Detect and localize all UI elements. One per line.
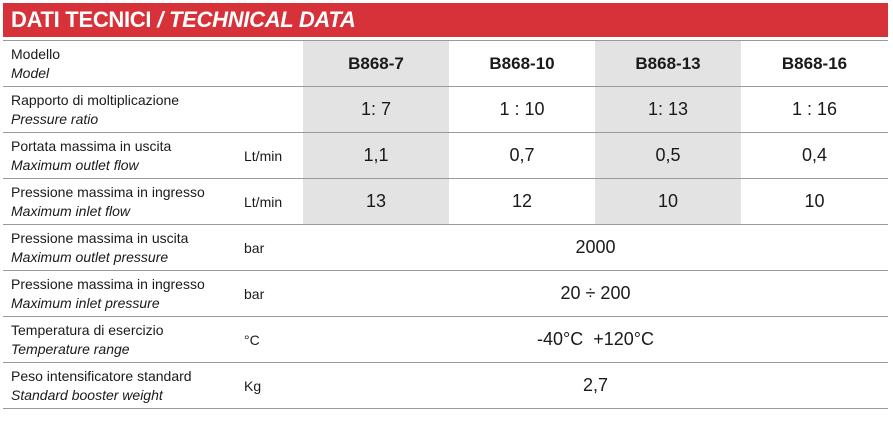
unit-cell: Lt/min xyxy=(238,178,303,225)
table-row-temperature: Temperatura di esercizio Temperature ran… xyxy=(3,316,888,363)
model-header-b868-16: B868-16 xyxy=(741,40,888,87)
spec-table: Modello Model B868-7 B868-10 B868-13 B86… xyxy=(3,40,888,409)
unit-cell: bar xyxy=(238,224,303,271)
title-english: TECHNICAL DATA xyxy=(169,7,356,32)
unit-cell: °C xyxy=(238,316,303,363)
row-label: Pressione massima in ingresso Maximum in… xyxy=(3,270,238,317)
value-cell: 13 xyxy=(303,178,449,225)
value-cell-shared: 2000 xyxy=(303,224,888,271)
title-banner: DATI TECNICI / TECHNICAL DATA xyxy=(3,3,888,37)
label-italian: Pressione massima in uscita xyxy=(11,229,189,246)
label-italian: Pressione massima in ingresso xyxy=(11,183,205,200)
table-row-outlet-pressure: Pressione massima in uscita Maximum outl… xyxy=(3,224,888,271)
unit-cell: Kg xyxy=(238,362,303,409)
label-english: Maximum outlet flow xyxy=(11,156,139,173)
value-cell: 0,4 xyxy=(741,132,888,179)
model-header-b868-10: B868-10 xyxy=(449,40,595,87)
row-label: Peso intensificatore standard Standard b… xyxy=(3,362,238,409)
label-italian: Peso intensificatore standard xyxy=(11,367,192,384)
label-italian: Modello xyxy=(11,45,61,62)
value-cell: 10 xyxy=(741,178,888,225)
label-italian: Portata massima in uscita xyxy=(11,137,172,154)
label-english: Model xyxy=(11,64,50,81)
value-cell: 1: 13 xyxy=(595,86,741,133)
value-cell-shared: 20 ÷ 200 xyxy=(303,270,888,317)
model-header-b868-13: B868-13 xyxy=(595,40,741,87)
table-row-pressure-ratio: Rapporto di moltiplicazione Pressure rat… xyxy=(3,86,888,133)
table-row-inlet-pressure: Pressione massima in ingresso Maximum in… xyxy=(3,270,888,317)
label-english: Maximum outlet pressure xyxy=(11,248,169,265)
model-header-b868-7: B868-7 xyxy=(303,40,449,87)
label-english: Temperature range xyxy=(11,340,130,357)
title-italian: DATI TECNICI xyxy=(11,7,152,32)
value-cell-shared: -40°C +120°C xyxy=(303,316,888,363)
title-separator: / xyxy=(157,7,164,32)
value-cell: 0,7 xyxy=(449,132,595,179)
table-row-weight: Peso intensificatore standard Standard b… xyxy=(3,362,888,409)
unit-cell: Lt/min xyxy=(238,132,303,179)
unit-cell: bar xyxy=(238,270,303,317)
label-english: Maximum inlet pressure xyxy=(11,294,160,311)
row-label: Temperatura di esercizio Temperature ran… xyxy=(3,316,238,363)
value-cell: 1 : 10 xyxy=(449,86,595,133)
label-english: Standard booster weight xyxy=(11,386,163,403)
value-cell: 10 xyxy=(595,178,741,225)
value-cell: 1 : 16 xyxy=(741,86,888,133)
table-row-inlet-flow: Pressione massima in ingresso Maximum in… xyxy=(3,178,888,225)
table-row-outlet-flow: Portata massima in uscita Maximum outlet… xyxy=(3,132,888,179)
value-cell: 0,5 xyxy=(595,132,741,179)
value-cell-shared: 2,7 xyxy=(303,362,888,409)
unit-cell xyxy=(238,86,303,133)
label-italian: Rapporto di moltiplicazione xyxy=(11,91,180,108)
unit-cell xyxy=(238,40,303,87)
label-english: Maximum inlet flow xyxy=(11,202,131,219)
label-italian: Pressione massima in ingresso xyxy=(11,275,205,292)
label-english: Pressure ratio xyxy=(11,110,99,127)
value-cell: 1,1 xyxy=(303,132,449,179)
row-label: Portata massima in uscita Maximum outlet… xyxy=(3,132,238,179)
row-label: Pressione massima in ingresso Maximum in… xyxy=(3,178,238,225)
row-label: Rapporto di moltiplicazione Pressure rat… xyxy=(3,86,238,133)
value-cell: 1: 7 xyxy=(303,86,449,133)
row-label: Modello Model xyxy=(3,40,238,87)
table-row-model: Modello Model B868-7 B868-10 B868-13 B86… xyxy=(3,40,888,87)
row-label: Pressione massima in uscita Maximum outl… xyxy=(3,224,238,271)
label-italian: Temperatura di esercizio xyxy=(11,321,164,338)
value-cell: 12 xyxy=(449,178,595,225)
